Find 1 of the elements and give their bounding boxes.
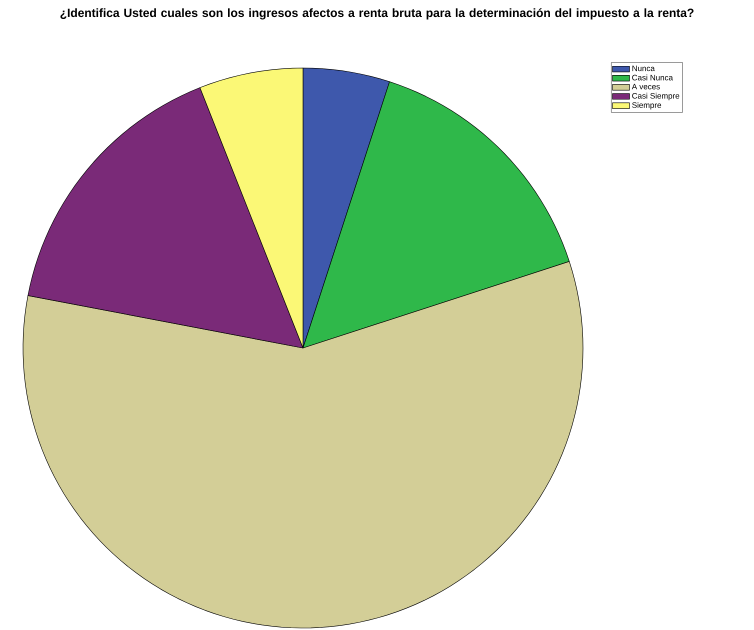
chart-title: ¿Identifica Usted cuales son los ingresos afectos a renta bruta para la determinación del impuesto a la renta?	[60, 8, 694, 20]
